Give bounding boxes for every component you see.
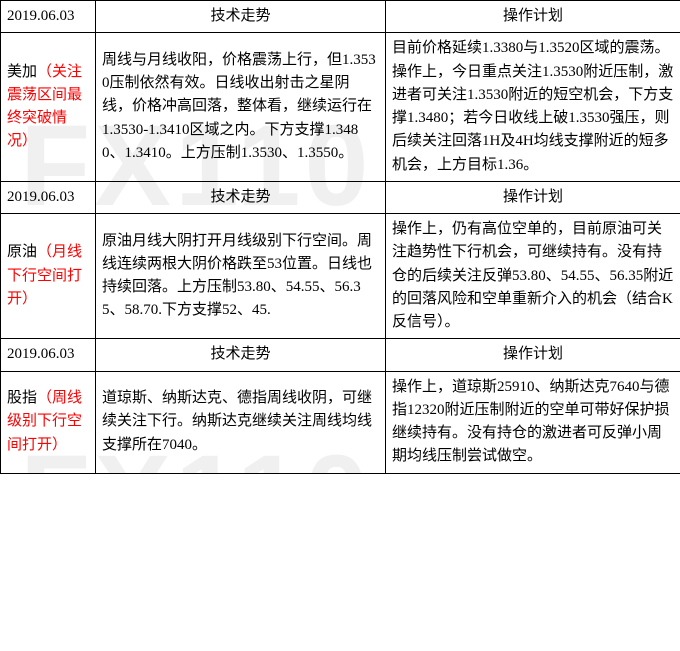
header-plan: 操作计划	[386, 181, 680, 213]
tech-cell: 原油月线大阴打开月线级别下行空间。周线连续两根大阴价格跌至53位置。日线也持续回…	[96, 214, 386, 339]
plan-cell: 目前价格延续1.3380与1.3520区域的震荡。操作上，今日重点关注1.353…	[386, 33, 680, 182]
table-row: 2019.06.03 技术走势 操作计划	[1, 1, 680, 33]
date-cell: 2019.06.03	[1, 339, 96, 371]
table-row: 美加（关注震荡区间最终突破情况） 周线与月线收阳，价格震荡上行，但1.3530压…	[1, 33, 680, 182]
table-row: 股指（周线级别下行空间打开） 道琼斯、纳斯达克、德指周线收阴，可继续关注下行。纳…	[1, 371, 680, 473]
label-name: 原油	[7, 244, 37, 260]
plan-cell: 操作上，道琼斯25910、纳斯达克7640与德指12320附近压制附近的空单可带…	[386, 371, 680, 473]
date-cell: 2019.06.03	[1, 181, 96, 213]
header-plan: 操作计划	[386, 1, 680, 33]
tech-cell: 周线与月线收阳，价格震荡上行，但1.3530压制依然有效。日线收出射击之星阴线，…	[96, 33, 386, 182]
table-row: 原油（月线下行空间打开） 原油月线大阴打开月线级别下行空间。周线连续两根大阴价格…	[1, 214, 680, 339]
label-name: 股指	[7, 390, 37, 406]
header-tech: 技术走势	[96, 339, 386, 371]
label-cell: 美加（关注震荡区间最终突破情况）	[1, 33, 96, 182]
header-plan: 操作计划	[386, 339, 680, 371]
header-tech: 技术走势	[96, 181, 386, 213]
tech-cell: 道琼斯、纳斯达克、德指周线收阴，可继续关注下行。纳斯达克继续关注周线均线支撑所在…	[96, 371, 386, 473]
label-name: 美加	[7, 64, 37, 80]
plan-cell: 操作上，仍有高位空单的，目前原油可关注趋势性下行机会，可继续持有。没有持仓的后续…	[386, 214, 680, 339]
table-row: 2019.06.03 技术走势 操作计划	[1, 339, 680, 371]
date-cell: 2019.06.03	[1, 1, 96, 33]
table-row: 2019.06.03 技术走势 操作计划	[1, 181, 680, 213]
header-tech: 技术走势	[96, 1, 386, 33]
label-cell: 原油（月线下行空间打开）	[1, 214, 96, 339]
label-cell: 股指（周线级别下行空间打开）	[1, 371, 96, 473]
analysis-table: 2019.06.03 技术走势 操作计划 美加（关注震荡区间最终突破情况） 周线…	[0, 0, 680, 474]
